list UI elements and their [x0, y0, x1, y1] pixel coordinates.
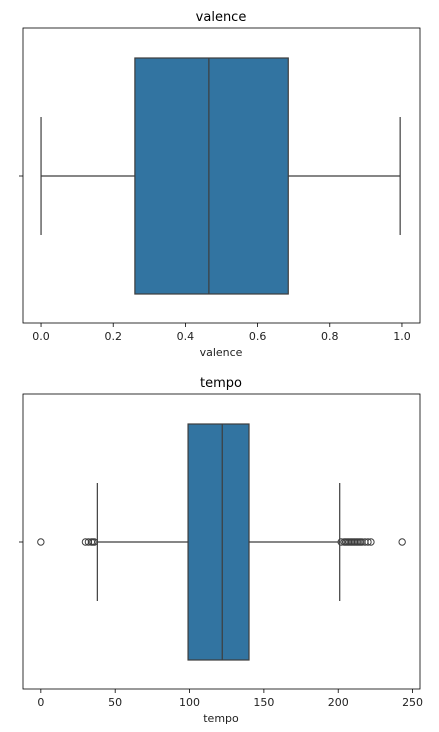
valence-chart-title: valence — [196, 10, 247, 25]
tempo-outlier-point — [37, 538, 45, 546]
valence-x-tick-label: 0.2 — [104, 330, 122, 343]
valence-x-axis-label: valence — [200, 346, 243, 359]
valence-axes-frame — [22, 27, 421, 324]
valence-plot-area: 0.0 0.2 0.4 0.6 0.8 1.0 — [19, 27, 421, 343]
valence-box-iqr — [134, 57, 289, 295]
tempo-plot-area: 0 50 100 150 200 250 — [19, 393, 423, 709]
tempo-x-axis-label: tempo — [203, 712, 239, 725]
tempo-box-iqr — [187, 423, 250, 661]
tempo-chart: tempo 0 50 100 150 200 250 tempo — [19, 376, 423, 725]
valence-x-tick-label: 0.4 — [177, 330, 195, 343]
tempo-outlier-point — [367, 538, 375, 546]
tempo-x-tick-label: 150 — [253, 696, 274, 709]
tempo-outlier-point — [89, 538, 97, 546]
tempo-x-tick-label: 100 — [179, 696, 200, 709]
tempo-x-tick-label: 200 — [328, 696, 349, 709]
tempo-x-tick-label: 0 — [37, 696, 44, 709]
valence-x-tick-label: 0.8 — [321, 330, 339, 343]
tempo-x-tick-label: 50 — [108, 696, 122, 709]
valence-x-tick-label: 1.0 — [393, 330, 411, 343]
tempo-outlier-point — [90, 538, 99, 546]
valence-x-tick-label: 0.0 — [32, 330, 50, 343]
valence-chart: valence 0.0 0.2 0.4 0.6 0.8 1.0 valence — [19, 10, 421, 359]
valence-x-tick-label: 0.6 — [249, 330, 267, 343]
tempo-chart-title: tempo — [200, 376, 242, 391]
tempo-axes-frame — [22, 393, 421, 690]
tempo-outlier-point — [398, 538, 406, 546]
tempo-outlier-point — [364, 538, 372, 546]
tempo-x-tick-label: 250 — [402, 696, 423, 709]
